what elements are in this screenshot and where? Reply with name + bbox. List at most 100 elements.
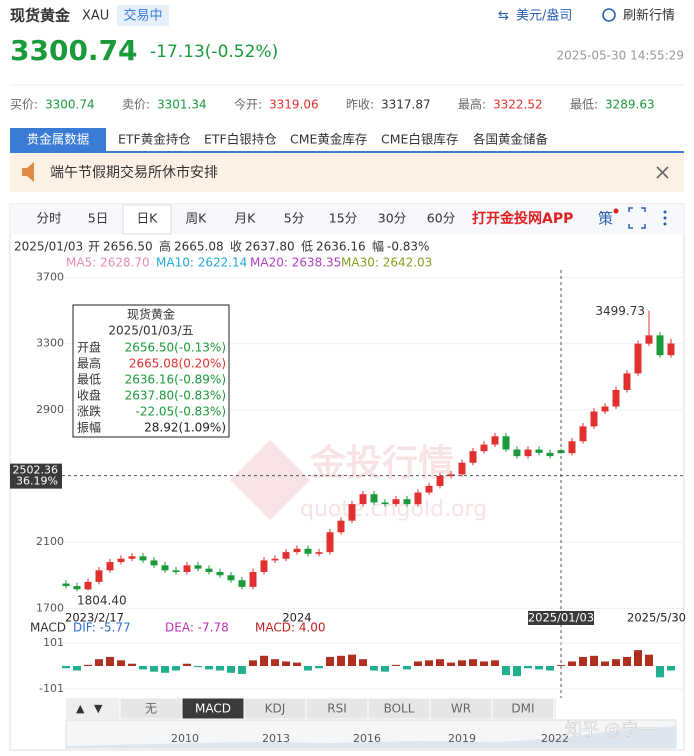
macd-bar [414,661,422,666]
period[interactable]: 15分 [329,211,357,226]
macd-bar [557,665,565,666]
candle-body [458,462,466,475]
indicator-tab[interactable]: BOLL [384,702,415,716]
candle-body [612,389,620,407]
tooltip-label: 最低 [77,373,101,387]
candle-body [150,560,158,566]
quote-label: 买价: [10,98,38,112]
max-label: 3499.73 [595,304,645,318]
tooltip-date: 2025/01/03/五 [108,324,193,338]
macd-bar [183,663,191,666]
indicator-tab[interactable]: WR [451,702,471,716]
candle-body [238,580,246,587]
down-button[interactable]: ▼ [94,702,103,715]
ma-label: MA5: 2628.70 [66,256,150,270]
tab[interactable]: ETF白银持仓 [204,132,277,147]
indicator-tab[interactable]: KDJ [265,702,286,716]
ma-label: MA30: 2642.03 [341,256,432,270]
tab[interactable]: ETF黄金持仓 [118,132,191,147]
candle-body [546,452,554,457]
period[interactable]: 60分 [427,211,455,226]
indicator-tab[interactable]: DMI [511,702,534,716]
period[interactable]: 5日 [88,211,108,226]
candle-body [414,492,422,505]
indicator-tab[interactable]: MACD [195,702,231,716]
tab[interactable]: 各国黄金储备 [473,132,549,147]
macd-bar [381,666,389,672]
macd-bar [403,666,411,670]
strategy[interactable]: 策 [598,210,613,228]
macd-bar [172,666,180,671]
x-tick-label: 2025/01/03 [528,611,594,625]
macd-bar [579,656,587,666]
period[interactable]: 分时 [36,211,62,226]
macd-bar [216,666,224,671]
candle-body [370,494,378,503]
candle-body [194,565,202,569]
period[interactable]: 月K [235,211,257,226]
macd-bar [117,660,125,666]
period[interactable]: 5分 [284,211,304,226]
credit: 知乎 @宁一 [565,720,655,740]
x-tick-label: 2025/5/30 [627,611,686,625]
macd-bar [161,666,169,673]
tooltip-value: 2636.16(-0.89%) [125,373,226,387]
unit-link[interactable]: 美元/盎司 [516,9,572,24]
candle-body [205,568,213,572]
more-icon[interactable] [663,210,667,226]
notice[interactable]: 端午节假期交易所休市安排 [50,164,218,181]
macd-bar [480,661,488,666]
tab[interactable]: 贵金属数据 [27,132,90,147]
quote-value: 3300.74 [45,98,95,112]
macd-bar [227,666,235,673]
candle-body [337,520,345,533]
app-link[interactable]: 打开金投网APP [472,210,573,227]
tooltip-value: 2665.08(0.20%) [129,357,226,371]
candle-body [381,502,389,505]
x-label-highlight [528,611,594,625]
period[interactable]: 日K [137,211,159,226]
price: 3300.74 [10,34,138,67]
nav-year: 2022 [541,732,569,745]
tooltip-title: 现货黄金 [127,307,175,322]
period[interactable]: 周K [186,211,208,226]
tab[interactable]: CME黄金库存 [290,132,367,147]
nav-year: 2013 [262,732,290,745]
period[interactable]: 30分 [378,211,406,226]
indicator-tab[interactable]: 无 [145,702,157,716]
tooltip-box [72,304,230,438]
macd-bar [645,654,653,666]
macd-bar [106,656,114,666]
tooltip-label: 振幅 [77,420,101,435]
macd-bar [348,654,356,666]
y-tick-label: 2100 [36,535,64,548]
candle-body [304,548,312,554]
macd-bar [315,666,323,669]
close-icon[interactable] [656,166,669,179]
tooltip-label: 开盘 [77,340,101,355]
up-button[interactable]: ▲ [76,702,85,715]
indicator-tab[interactable]: RSI [327,702,347,716]
macd-bar [447,662,455,666]
macd-bar [150,666,158,672]
tab[interactable]: CME白银库存 [381,132,458,147]
tooltip-label: 收盘 [77,388,101,403]
nav-year: 2016 [353,732,381,745]
candle-body [227,575,235,581]
macd-legend: MACD: 4.00 [255,621,326,635]
crosshair-pct: 36.19% [16,475,58,488]
refresh[interactable]: 刷新行情 [623,8,675,24]
fullscreen-icon[interactable] [628,207,646,229]
candle-body [326,532,334,553]
candle-body [348,504,356,521]
candle-body [172,570,180,572]
candle-body [315,552,323,554]
quote-value: 3301.34 [157,98,207,112]
macd-bar [612,659,620,666]
candle-body [491,436,499,445]
candle-body [425,485,433,493]
candle-body [579,426,587,442]
macd-bar [84,664,92,666]
candle-body [403,499,411,505]
